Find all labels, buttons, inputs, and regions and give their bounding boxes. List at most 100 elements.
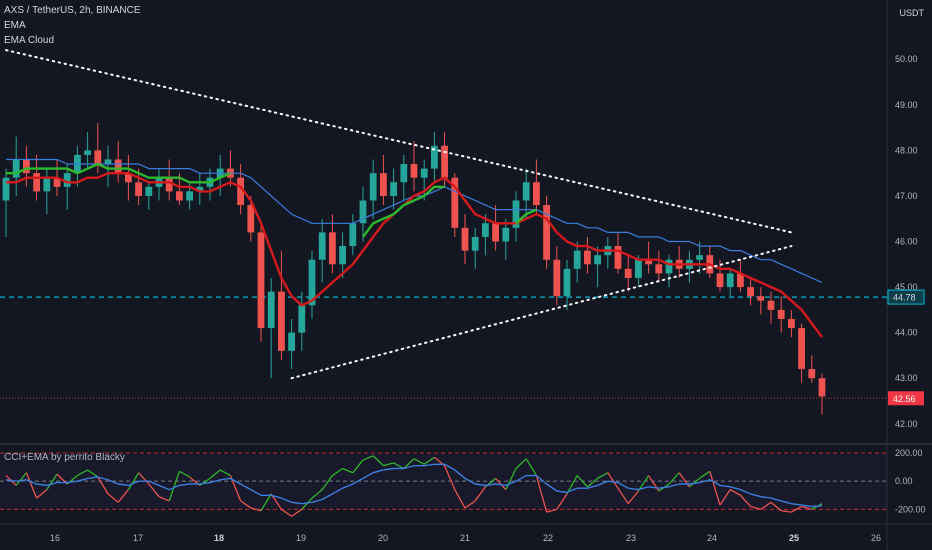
candle-body (318, 232, 326, 260)
candle-body (288, 332, 295, 351)
candle-body (471, 236, 479, 251)
cci-segment (158, 496, 170, 502)
candle-body (339, 246, 346, 265)
candle-body (512, 200, 520, 228)
ema-cloud-indicator-label[interactable]: EMA Cloud (4, 35, 55, 46)
candle-body (53, 177, 61, 187)
candle-body (798, 328, 805, 370)
price-tick-label: 44.00 (895, 328, 918, 338)
candle-body (400, 164, 408, 183)
time-tick-label: 21 (460, 533, 470, 543)
descending-trendline (5, 49, 793, 234)
cci-segment (760, 501, 772, 510)
candle-body (553, 259, 561, 297)
candle-body (390, 182, 397, 196)
time-tick-label: 24 (707, 533, 717, 543)
cci-segment (107, 493, 119, 503)
cci-segment (699, 470, 711, 479)
cci-segment (586, 477, 599, 488)
time-tick-label: 18 (214, 533, 224, 543)
candle-body (165, 177, 173, 192)
level-price-tag-label: 44.78 (893, 293, 916, 303)
candle-body (104, 159, 112, 165)
ascending-trendline (290, 245, 793, 380)
candle-body (196, 186, 204, 192)
candle-body (737, 273, 744, 288)
cci-segment (250, 507, 262, 512)
cci-segment (781, 510, 792, 513)
cci-segment (209, 469, 221, 479)
candle-body (329, 232, 336, 265)
cci-segment (566, 475, 578, 495)
cci-segment (168, 471, 181, 502)
cci-segment (46, 473, 58, 490)
cci-segment (372, 455, 384, 467)
candle-body (278, 291, 285, 351)
price-tick-label: 45.00 (895, 282, 918, 292)
cci-segment (127, 472, 140, 490)
ema-indicator-label[interactable]: EMA (4, 20, 26, 31)
candle-body (767, 300, 775, 310)
candle-body (43, 177, 51, 192)
candle-body (502, 227, 510, 242)
candle-body (614, 246, 622, 269)
candle-body (2, 177, 10, 201)
last-price-tag (888, 391, 924, 406)
candle-body (624, 268, 632, 278)
candle-body (716, 273, 724, 288)
cci-segment (719, 489, 731, 506)
cci-segment (219, 469, 231, 477)
price-tick-label: 46.00 (895, 237, 918, 247)
candle-body (431, 145, 438, 169)
cci-segment (77, 469, 88, 477)
candle-body (573, 250, 581, 269)
candle-body (84, 150, 91, 155)
candle-body (94, 150, 102, 165)
time-tick-label: 20 (378, 533, 388, 543)
candle-body (186, 191, 193, 201)
cci-segment (321, 475, 333, 491)
candle-body (145, 186, 153, 196)
cci-segment (393, 462, 405, 470)
price-tick-label: 42.00 (895, 419, 918, 429)
candle-body (267, 291, 275, 329)
candle-body (788, 318, 795, 329)
cci-segment (179, 470, 190, 478)
candle-body (777, 309, 785, 319)
candle-body (461, 227, 469, 251)
cci-segment (668, 472, 680, 485)
cci-segment (423, 456, 435, 465)
cci-segment (464, 500, 476, 509)
cci-segment (576, 475, 588, 488)
cci-segment (332, 467, 343, 477)
cci-segment (770, 501, 782, 512)
cci-segment (311, 489, 323, 499)
currency-label[interactable]: USDT (899, 8, 925, 18)
cci-segment (362, 455, 374, 461)
candle-body (655, 264, 663, 274)
ema-red-line (6, 172, 823, 338)
candle-body (369, 173, 377, 201)
candle-body (23, 159, 30, 174)
cci-tick-label: -200.00 (895, 504, 926, 514)
candle-body (308, 259, 316, 306)
oscillator-title[interactable]: CCI+EMA by perrito Blacky (4, 452, 125, 463)
candle-body (533, 182, 540, 206)
price-tick-label: 43.00 (895, 373, 918, 383)
candle-body (125, 173, 132, 183)
cci-segment (383, 462, 394, 467)
cci-segment (597, 472, 609, 479)
candle-body (247, 205, 255, 233)
cci-tick-label: 0.00 (895, 476, 913, 486)
cci-segment (25, 472, 38, 499)
level-price-tag (887, 289, 925, 305)
candle-body (298, 305, 306, 333)
cci-segment (617, 487, 629, 505)
time-tick-label: 25 (789, 533, 799, 543)
cci-segment (454, 489, 466, 509)
cci-segment (117, 489, 129, 503)
candle-body (420, 168, 428, 178)
candle-body (441, 145, 448, 178)
cci-segment (627, 490, 639, 505)
